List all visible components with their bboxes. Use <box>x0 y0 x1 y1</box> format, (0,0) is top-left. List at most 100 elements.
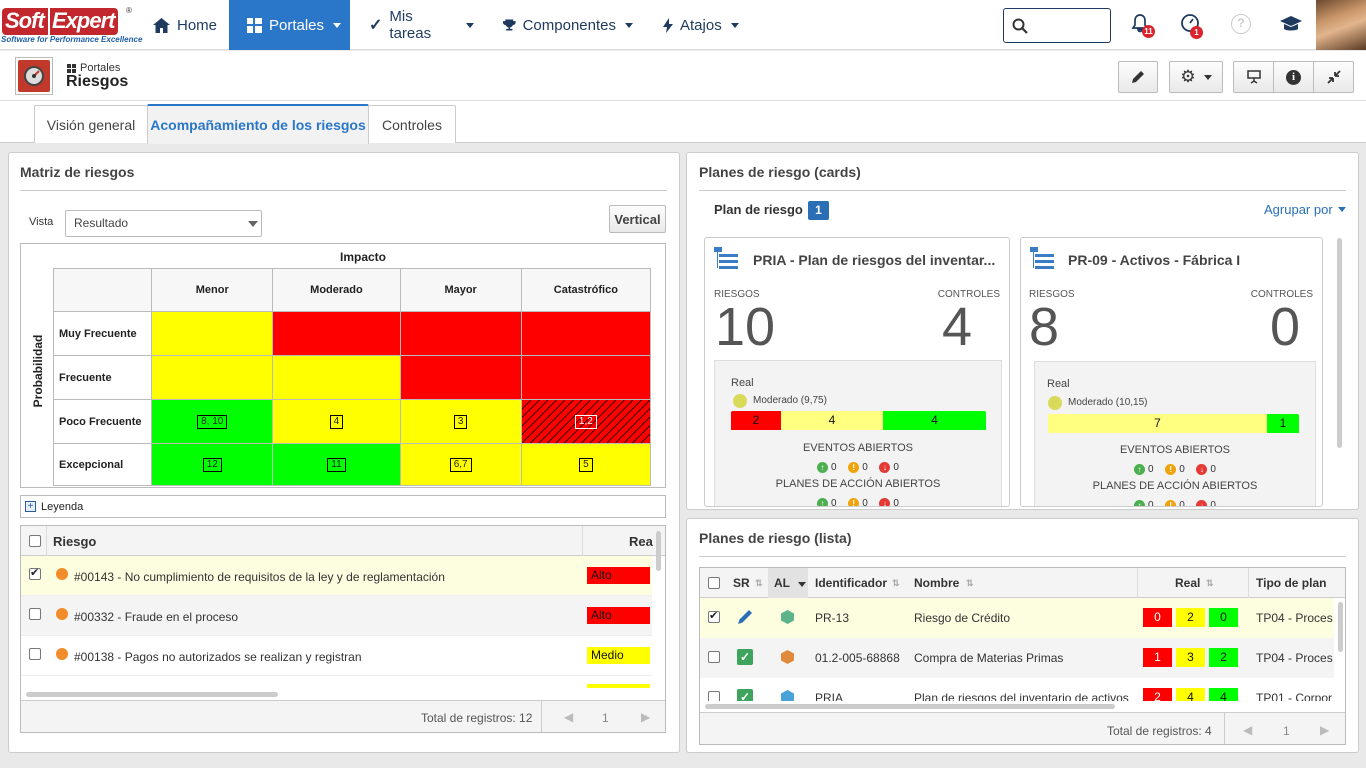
info-button[interactable]: i <box>1273 61 1314 93</box>
legend-toggle[interactable]: + Leyenda <box>20 495 666 518</box>
pencil-icon[interactable] <box>737 609 753 625</box>
vertical-scrollbar[interactable] <box>1338 602 1343 652</box>
alerts-button[interactable]: 1 <box>1180 13 1204 39</box>
plans-grid-header: SR ⇅ AL Identificador ⇅ Nombre ⇅ Real ⇅ … <box>700 568 1345 598</box>
col-real[interactable]: Real <box>1175 576 1201 590</box>
horizontal-scrollbar[interactable] <box>26 692 278 697</box>
matrix-cell[interactable] <box>399 311 522 356</box>
softexpert-logo[interactable]: Soft Expert ® Software for Performance E… <box>1 6 143 44</box>
matrix-cell[interactable]: 4 <box>272 399 401 444</box>
row-checkbox[interactable] <box>708 651 720 663</box>
matrix-cell-risks[interactable]: 11 <box>327 457 346 472</box>
sort-icon[interactable]: ⇅ <box>892 578 900 588</box>
page-number[interactable]: 1 <box>1283 724 1290 738</box>
next-page-icon[interactable]: ▶ <box>641 710 651 724</box>
search-input[interactable] <box>1003 8 1111 43</box>
eventos-label: EVENTOS ABIERTOS <box>1119 444 1231 456</box>
matrix-cell-risks[interactable]: 12 <box>202 457 222 472</box>
edit-button[interactable] <box>1118 61 1158 93</box>
risk-name: #00332 - Fraude en el proceso <box>74 610 239 624</box>
matrix-cell[interactable] <box>272 311 401 356</box>
page-number[interactable]: 1 <box>602 711 609 725</box>
warning-icon: ! <box>848 498 860 506</box>
cards-scrollbar[interactable] <box>1337 238 1342 448</box>
table-row[interactable]: #00143 - No cumplimiento de requisitos d… <box>21 556 652 596</box>
nav-home[interactable]: Home <box>153 0 223 50</box>
help-icon[interactable]: ? <box>1231 14 1251 34</box>
tab-controles[interactable]: Controles <box>368 105 456 143</box>
matrix-cell[interactable] <box>151 355 274 400</box>
real-count-green: 2 <box>1209 648 1238 667</box>
nav-mis-tareas[interactable]: ✓ Mis tareas <box>369 0 474 50</box>
plan-name: Compra de Materias Primas <box>914 651 1064 665</box>
presentation-button[interactable] <box>1233 61 1274 93</box>
matrix-cell-selected[interactable]: 1,2 <box>520 399 652 444</box>
matrix-cell[interactable] <box>520 355 652 400</box>
sort-icon[interactable]: ⇅ <box>755 578 763 588</box>
plan-card[interactable]: PR-09 - Activos - Fábrica I RIESGOS 8 CO… <box>1020 237 1323 507</box>
tab-acompanamiento[interactable]: Acompañamiento de los riesgos <box>147 104 369 144</box>
col-real[interactable]: Rea <box>629 534 653 549</box>
sort-icon[interactable]: ⇅ <box>966 578 974 588</box>
level-dot <box>733 394 747 408</box>
nav-atajos[interactable]: Atajos <box>663 0 743 50</box>
row-checkbox[interactable] <box>29 648 41 660</box>
matrix-cell[interactable]: 5 <box>520 443 652 486</box>
group-by-dropdown[interactable]: Agrupar por <box>1264 202 1346 217</box>
col-identificador[interactable]: Identificador <box>815 576 888 590</box>
matrix-cell[interactable]: 11 <box>272 443 401 486</box>
row-checkbox[interactable] <box>708 609 720 623</box>
portal-icon <box>15 57 53 95</box>
col-nombre[interactable]: Nombre <box>914 576 960 590</box>
matrix-cell-risks[interactable]: 1,2 <box>574 414 597 429</box>
vista-select[interactable]: Resultado <box>65 210 262 237</box>
plan-card[interactable]: PRIA - Plan de riesgos del inventar... R… <box>704 237 1010 507</box>
vertical-button[interactable]: Vertical <box>609 205 666 233</box>
risk-icon <box>56 608 68 620</box>
arrow-up-icon: ↑ <box>1134 464 1146 475</box>
matrix-cell[interactable] <box>151 311 274 356</box>
col-tipo-plan[interactable]: Tipo de plan <box>1256 576 1327 590</box>
next-page-icon[interactable]: ▶ <box>1320 723 1330 737</box>
matrix-cell[interactable] <box>520 311 652 356</box>
table-row[interactable]: #00138 - Pagos no autorizados se realiza… <box>21 636 652 676</box>
matrix-cell[interactable] <box>399 355 522 400</box>
matrix-cell-risks[interactable]: 3 <box>453 414 468 429</box>
plan-id: PR-13 <box>815 611 850 625</box>
matrix-cell[interactable] <box>272 355 401 400</box>
sort-icon[interactable]: ⇅ <box>1206 578 1214 588</box>
matrix-cell-risks[interactable]: 4 <box>329 414 344 429</box>
matrix-cell-risks[interactable]: 6,7 <box>449 457 472 472</box>
matrix-cell[interactable]: 8, 10 <box>151 399 274 444</box>
table-row[interactable]: #00332 - Fraude en el proceso Alto <box>21 596 652 636</box>
horizontal-scrollbar[interactable] <box>705 704 1115 709</box>
real-bar: 2 4 4 <box>731 411 986 431</box>
collapse-button[interactable] <box>1313 61 1354 93</box>
tab-vision-general[interactable]: Visión general <box>34 105 148 143</box>
sort-desc-icon[interactable] <box>798 582 806 587</box>
settings-button[interactable]: ⚙ <box>1169 61 1223 93</box>
nav-portales[interactable]: Portales <box>229 0 350 50</box>
row-checkbox[interactable] <box>29 608 41 620</box>
prev-page-icon[interactable]: ◀ <box>1243 723 1253 737</box>
table-row[interactable]: PR-13 Riesgo de Crédito 0 2 0 TP04 - Pro… <box>700 598 1334 638</box>
row-checkbox[interactable] <box>29 566 41 580</box>
nav-componentes[interactable]: Componentes <box>503 0 633 50</box>
matrix-cell-risks[interactable]: 5 <box>579 457 593 472</box>
matrix-cell-risks[interactable]: 8, 10 <box>197 414 228 429</box>
table-row[interactable]: ✓ 01.2-005-68868 Compra de Materias Prim… <box>700 638 1334 678</box>
matrix-cell[interactable]: 6,7 <box>399 443 522 486</box>
col-riesgo[interactable]: Riesgo <box>53 534 97 549</box>
select-all-checkbox[interactable] <box>29 535 41 547</box>
col-al[interactable]: AL <box>774 576 790 590</box>
notifications-button[interactable]: 11 <box>1130 13 1155 39</box>
matrix-cell[interactable]: 3 <box>399 399 522 444</box>
prev-page-icon[interactable]: ◀ <box>564 710 574 724</box>
breadcrumb[interactable]: Portales <box>67 62 120 74</box>
graduation-cap-icon[interactable] <box>1280 16 1302 33</box>
matrix-cell[interactable]: 12 <box>151 443 274 486</box>
select-all-checkbox[interactable] <box>708 577 720 589</box>
col-sr[interactable]: SR <box>733 576 750 590</box>
vertical-scrollbar[interactable] <box>656 531 661 571</box>
avatar[interactable] <box>1316 0 1366 50</box>
